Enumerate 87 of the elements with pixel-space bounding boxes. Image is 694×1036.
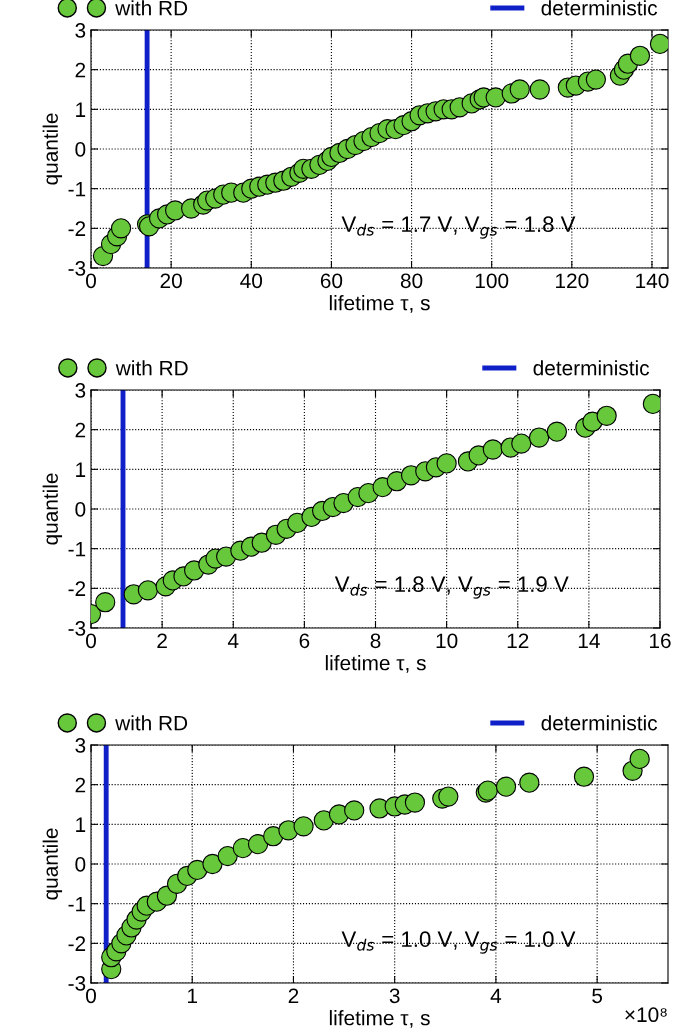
y-axis-title: quantile — [42, 473, 63, 545]
point — [509, 79, 530, 100]
point — [404, 792, 426, 813]
x-tick-label: 120 — [556, 273, 589, 289]
point — [528, 427, 550, 448]
point — [495, 776, 517, 797]
y-axis-title: quantile — [42, 828, 63, 900]
y-tick-label: 1 — [76, 817, 86, 832]
x-tick-label: 140 — [636, 273, 669, 289]
point — [482, 439, 503, 460]
x-tick-label: 0 — [86, 633, 96, 649]
point — [110, 218, 132, 239]
x-axis-title: lifetime τ, s — [329, 1010, 430, 1028]
x-tick-label: 20 — [160, 273, 182, 289]
legend-label: deterministic — [541, 0, 658, 16]
legend-label: deterministic — [541, 715, 658, 731]
x-tick-label: 1 — [188, 988, 198, 1003]
x-tick-label: 16 — [650, 633, 671, 649]
point — [585, 69, 607, 90]
y-tick-label: -2 — [68, 581, 86, 596]
point — [596, 405, 617, 426]
x-tick-label: 14 — [578, 633, 600, 648]
y-tick-label: 1 — [76, 102, 86, 117]
x-tick-label: 4 — [227, 633, 239, 648]
y-tick-label: -1 — [68, 896, 86, 912]
y-tick-label: 0 — [75, 142, 86, 157]
legend-label: with RD — [115, 0, 188, 16]
y-tick-label: -3 — [68, 621, 86, 636]
y-tick-label: 1 — [76, 462, 86, 477]
legend-label: with RD — [115, 715, 188, 731]
x-tick-label: 80 — [400, 273, 423, 289]
point — [247, 834, 269, 855]
y-tick-label: 2 — [75, 62, 86, 78]
point — [217, 845, 238, 867]
point — [485, 87, 506, 108]
y-tick-label: 3 — [75, 23, 86, 38]
x-tick-label: 6 — [299, 633, 310, 649]
y-tick-label: -3 — [68, 261, 86, 276]
text: ×10⁸ — [625, 1007, 667, 1023]
x-tick-label: 0 — [86, 273, 96, 289]
point — [344, 800, 365, 821]
x-axis-title: lifetime τ, s — [325, 655, 426, 673]
point — [511, 433, 532, 454]
point — [293, 816, 314, 837]
point — [649, 33, 668, 55]
y-tick-label: 3 — [75, 383, 86, 398]
annotation: V$_{ds}$ = 1.0 V, V$_{gs}$ = 1.0 V — [341, 931, 576, 954]
point — [202, 853, 223, 875]
legend-label: deterministic — [533, 360, 650, 376]
y-tick-label: -2 — [68, 936, 86, 951]
x-tick-label: 5 — [592, 988, 603, 1004]
legend-label: with RD — [115, 360, 188, 376]
point — [629, 748, 650, 770]
x-tick-label: 2 — [157, 633, 167, 648]
y-tick-label: 0 — [75, 502, 86, 517]
point — [573, 766, 595, 787]
annotation: V$_{ds}$ = 1.7 V, V$_{gs}$ = 1.8 V — [341, 216, 576, 239]
y-tick-label: 2 — [75, 422, 86, 438]
y-tick-label: -1 — [68, 541, 86, 557]
y-tick-label: 0 — [75, 857, 86, 872]
point — [436, 453, 457, 474]
annotation: V$_{ds}$ = 1.8 V, V$_{gs}$ = 1.9 V — [334, 576, 569, 599]
point — [546, 421, 567, 442]
y-axis-title: quantile — [42, 113, 63, 185]
y-tick-label: 2 — [75, 777, 86, 793]
x-tick-label: 3 — [389, 988, 400, 1004]
point — [187, 859, 208, 881]
x-tick-label: 60 — [320, 273, 343, 289]
point — [529, 79, 550, 100]
x-tick-label: 100 — [475, 273, 509, 289]
x-tick-label: 4 — [490, 988, 502, 1003]
x-tick-label: 0 — [86, 988, 96, 1004]
point — [629, 45, 651, 66]
y-tick-label: -1 — [68, 181, 86, 197]
point — [95, 592, 116, 613]
x-tick-label: 2 — [288, 988, 299, 1003]
x-tick-label: 8 — [370, 633, 381, 649]
y-tick-label: -3 — [68, 976, 86, 991]
y-tick-label: -2 — [68, 221, 86, 236]
point — [137, 580, 159, 601]
x-tick-label: 10 — [436, 633, 458, 649]
x-axis-title: lifetime τ, s — [329, 295, 430, 313]
point — [519, 772, 540, 793]
x-tick-label: 40 — [240, 273, 263, 289]
y-tick-label: 3 — [75, 738, 86, 753]
x-tick-label: 12 — [507, 633, 529, 648]
point — [438, 786, 459, 807]
